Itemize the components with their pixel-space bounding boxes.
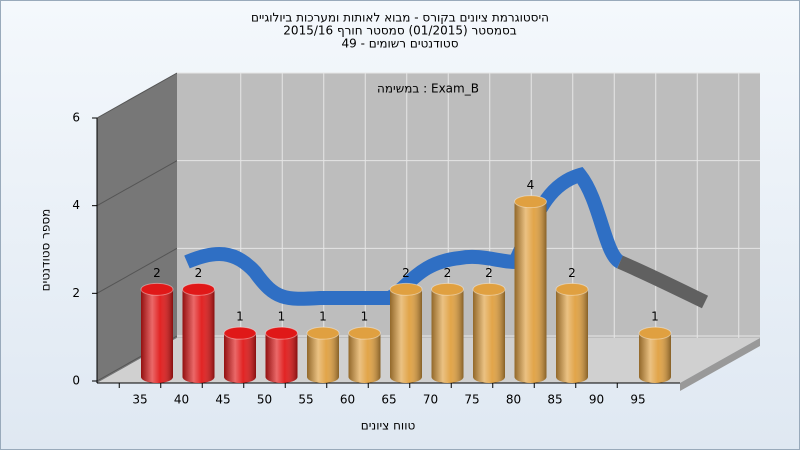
data-label: 2 [568,266,576,280]
data-label: 2 [402,266,410,280]
x-tick-label: 40 [174,393,189,407]
y-tick-label: 0 [72,374,80,388]
x-tick-label: 65 [381,393,396,407]
bar-top [555,282,589,296]
bar [431,282,464,383]
bar-top [140,282,174,296]
bar-top [638,326,672,340]
grid-line [96,160,178,207]
x-tick-label: 85 [547,393,562,407]
bar-shade [514,201,547,383]
x-axis-label: טווח ציונים [361,419,416,433]
bar [306,326,340,383]
bar-shade [639,333,671,383]
data-label: 2 [153,266,161,280]
x-tick-label: 90 [589,393,604,407]
bar-top [348,326,381,340]
x-tick-label: 45 [215,393,230,407]
bar-shade [556,289,588,383]
data-label: 1 [361,310,369,324]
bar-shade [224,333,256,383]
x-tick-label: 70 [423,393,438,407]
bar [182,282,215,383]
bar [472,282,506,383]
bar-shade [307,333,339,383]
floor-edge [680,338,760,391]
bar-top [223,326,257,340]
y-tick-label: 6 [72,111,80,125]
x-tick-label: 80 [506,393,521,407]
bar [223,326,257,383]
bar [555,282,589,383]
bar [638,326,672,383]
x-tick-label: 35 [132,393,147,407]
x-tick-label: 75 [464,393,479,407]
data-label: 1 [319,310,327,324]
bar-shade [473,289,505,383]
bar-top [306,326,340,340]
data-label: 1 [236,310,244,324]
chart-title: היסטוגרמת ציונים בקורס - מבוא לאותות ומע… [251,11,549,25]
trend-ribbon-tail [617,255,709,309]
y-tick-label: 4 [72,198,80,212]
bar [265,326,298,383]
bar-top [265,326,298,340]
data-label: 4 [527,178,535,192]
annotation: במשימה : Exam_B [377,82,479,96]
data-label: 2 [195,266,203,280]
bar-shade [348,333,381,383]
grid-line [96,247,178,294]
bar-top [182,282,215,296]
x-tick-label: 60 [340,393,355,407]
grid-line [96,72,178,119]
data-label: 2 [444,266,452,280]
bar [140,282,174,383]
bar-shade [141,289,173,383]
bar-top [514,195,547,209]
bars [140,195,672,383]
data-label: 1 [651,310,659,324]
floor [97,338,760,383]
bar-shade [390,289,422,383]
chart-subtitle: בסמסטר (01/2015) סמסטר חורף 2015/16 [283,24,516,38]
x-tick-label: 50 [257,393,272,407]
bar-shade [431,289,464,383]
back-wall [177,73,760,338]
bar-shade [182,289,215,383]
bar-top [431,282,464,296]
x-tick-label: 95 [630,393,645,407]
bar [514,195,547,383]
chart-subtitle: סטודנטים רשומים - 49 [341,37,458,51]
trend-ribbon [184,166,625,306]
data-label: 2 [485,266,493,280]
bar [389,282,423,383]
bar-shade [265,333,298,383]
y-axis-label: מספר סטודנטים [39,209,53,292]
data-label: 1 [278,310,286,324]
y-tick-label: 2 [72,286,80,300]
bar-top [472,282,506,296]
x-tick-label: 55 [298,393,313,407]
bar-top [389,282,423,296]
bar [348,326,381,383]
